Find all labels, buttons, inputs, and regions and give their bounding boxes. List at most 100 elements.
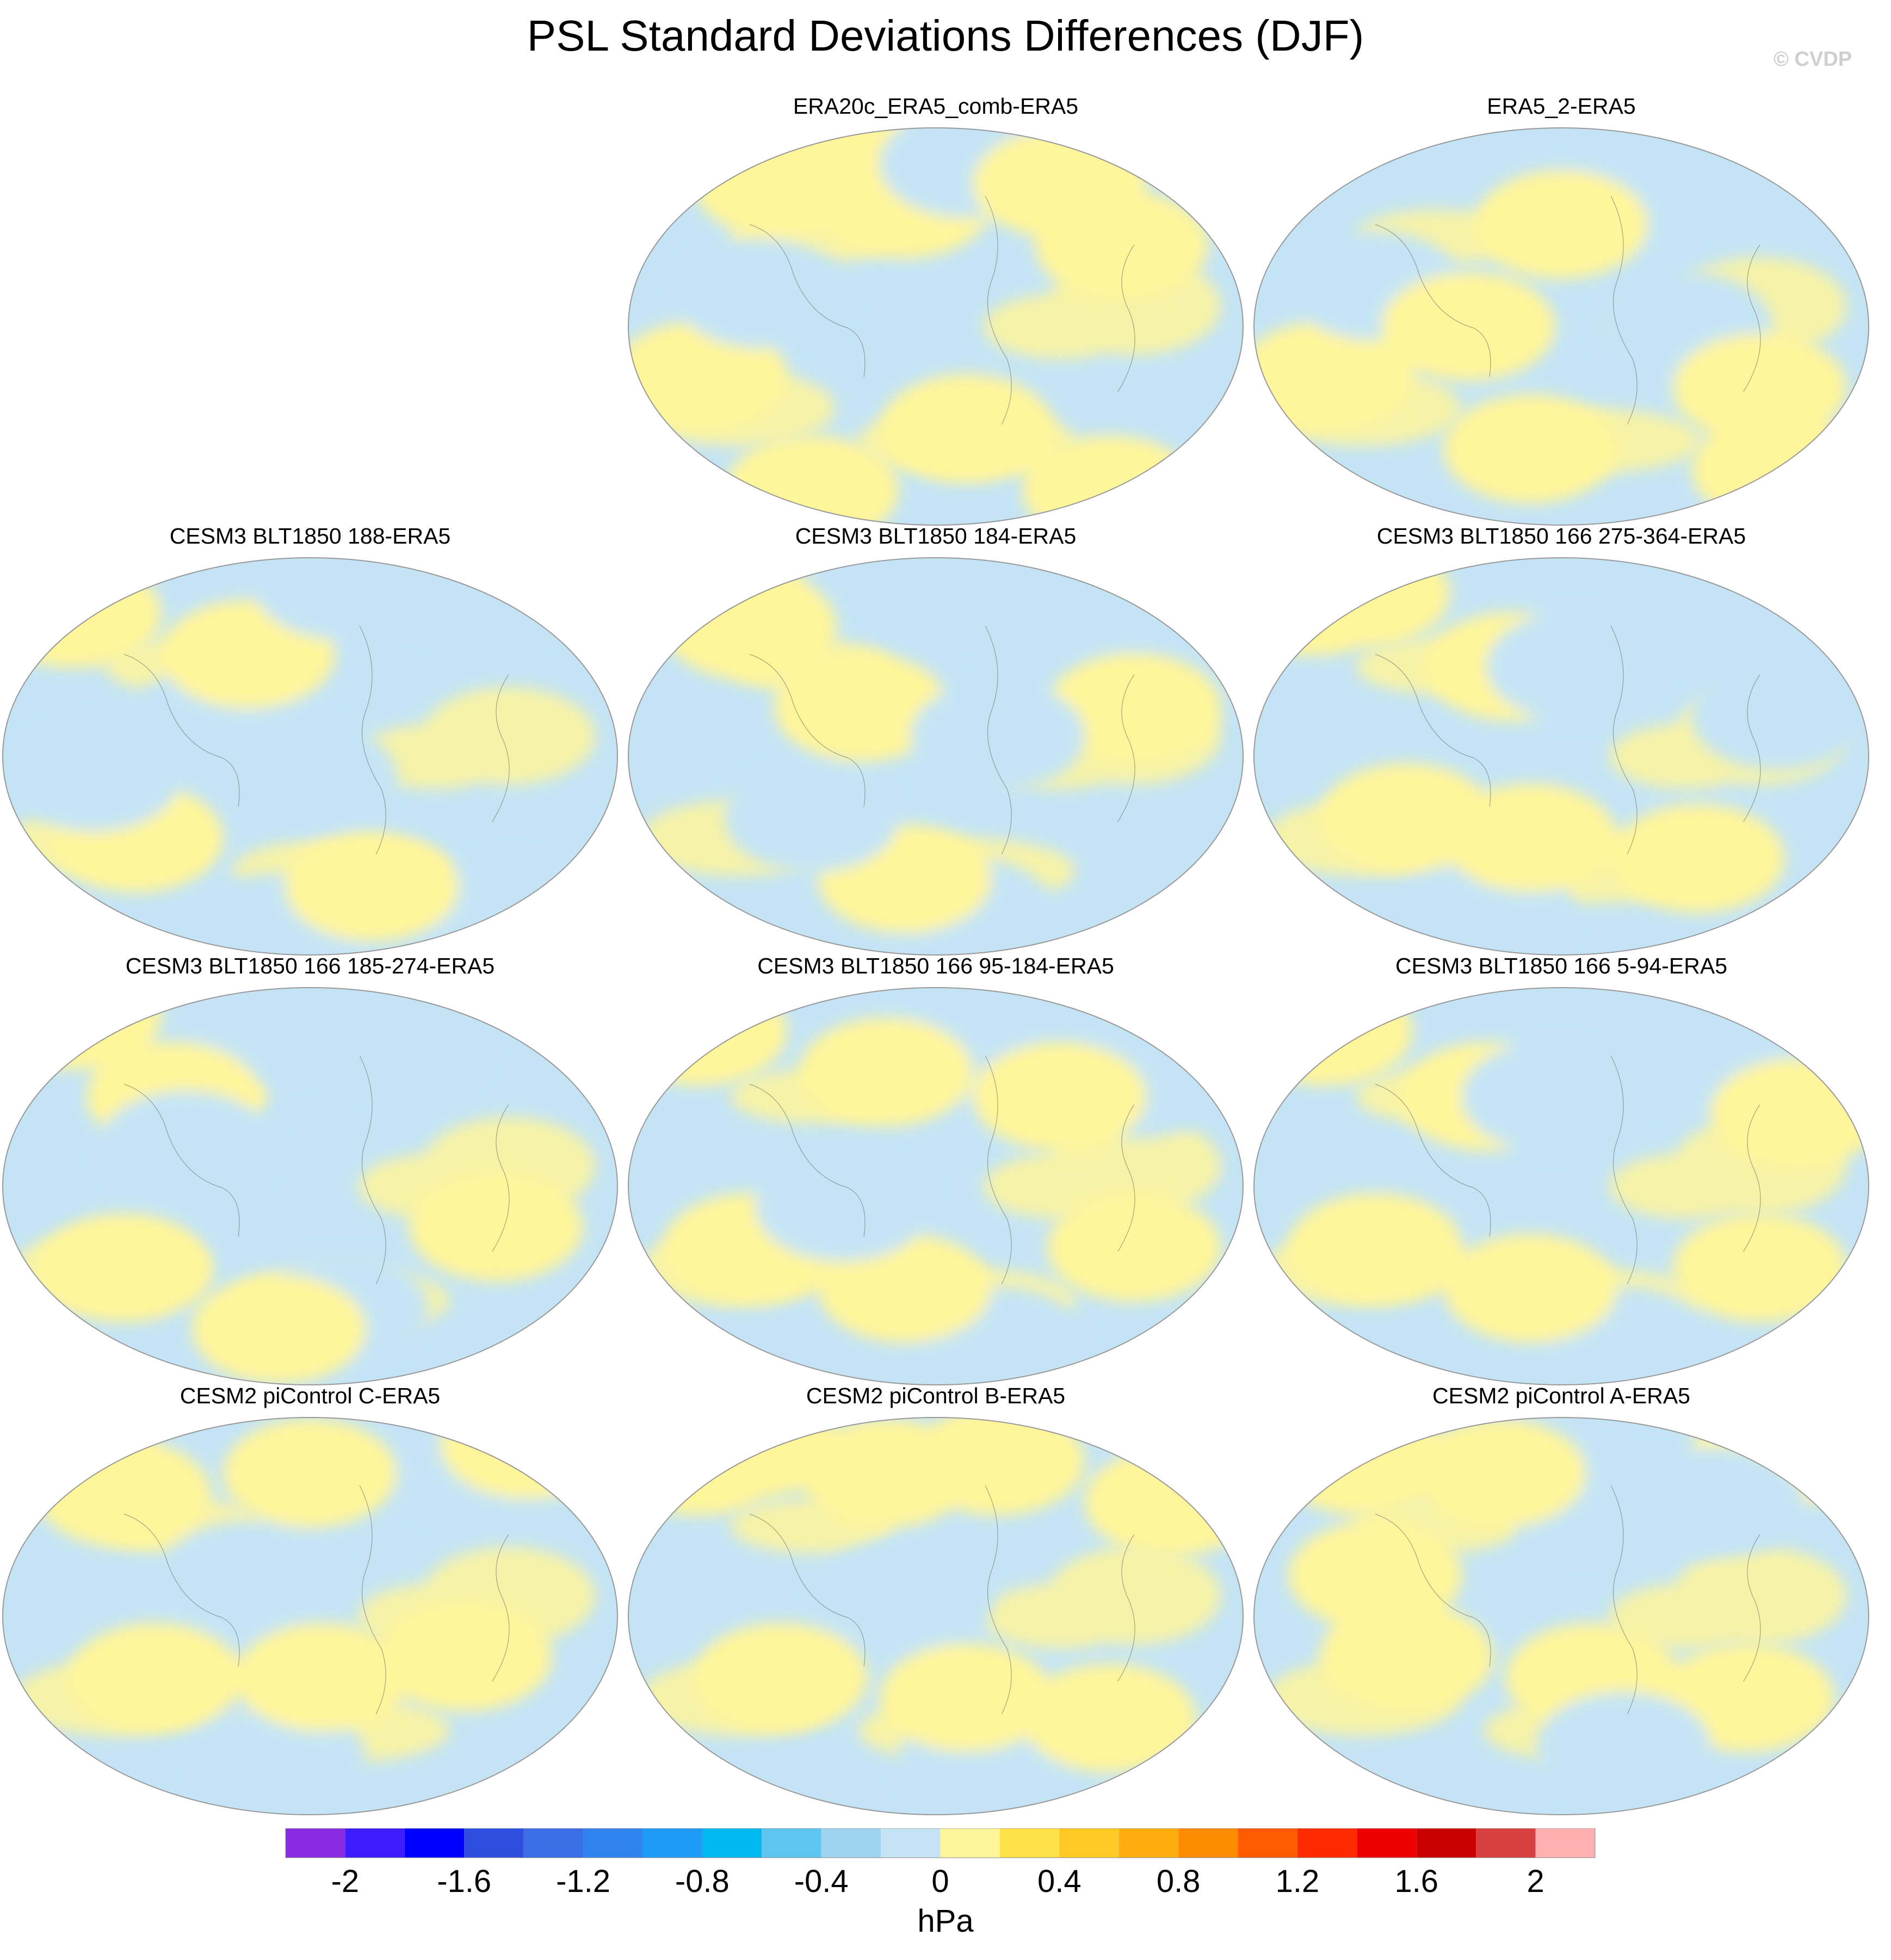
anomaly-contour — [628, 321, 787, 430]
anomaly-contour — [161, 1521, 335, 1630]
anomaly-contour — [1288, 1521, 1462, 1630]
map-panel: CESM2 piControl B-ERA5 — [626, 1382, 1246, 1820]
coastline — [1610, 625, 1637, 855]
anomaly-contour — [774, 653, 949, 762]
anomaly-contour — [1022, 1663, 1197, 1773]
anomaly-contour — [39, 993, 109, 1037]
coastline — [1375, 224, 1491, 377]
colorbar-swatch — [762, 1828, 821, 1858]
anomaly-contour — [285, 833, 459, 941]
coastline — [123, 654, 240, 807]
coastline — [123, 1083, 240, 1237]
panel-title: CESM3 BLT1850 166 185-274-ERA5 — [125, 953, 495, 978]
anomaly-contour — [1629, 1447, 1803, 1556]
anomaly-contour — [6, 722, 180, 831]
anomaly-contour — [818, 1541, 992, 1650]
anomaly-contour — [1278, 580, 1348, 623]
anomaly-contour — [37, 1439, 211, 1548]
anomaly-contour — [973, 129, 1147, 238]
anomaly-contour — [1648, 559, 1822, 668]
coastline — [359, 1485, 386, 1715]
anomaly-contour — [1443, 1234, 1617, 1343]
anomaly-contour — [1474, 170, 1648, 279]
coastline — [1375, 1513, 1491, 1667]
coastline — [1117, 674, 1135, 822]
anomaly-contour — [1047, 1193, 1221, 1302]
anomaly-contour — [1443, 784, 1617, 892]
anomaly-contour — [675, 239, 849, 348]
panel-title: CESM2 piControl A-ERA5 — [1432, 1383, 1690, 1408]
coastline — [492, 1104, 510, 1252]
robinson-map — [1253, 1417, 1870, 1815]
field-band — [984, 1583, 1136, 1649]
coastline — [985, 195, 1012, 425]
map-panel: ERA20c_ERA5_comb-ERA5 — [626, 93, 1246, 531]
anomaly-contour — [1486, 612, 1661, 721]
panel-title: CESM3 BLT1850 188-ERA5 — [169, 523, 451, 548]
anomaly-contour — [235, 1623, 410, 1732]
robinson-map — [2, 1417, 619, 1815]
anomaly-contour — [1691, 661, 1865, 770]
anomaly-contour — [223, 722, 397, 831]
coastline — [359, 1055, 386, 1285]
colorbar-swatch — [940, 1828, 1000, 1858]
colorbar-tick-label: -0.8 — [675, 1864, 730, 1899]
colorbar-swatch — [881, 1828, 941, 1858]
anomaly-contour — [1610, 804, 1785, 913]
robinson-map — [2, 557, 619, 956]
panel-title: CESM3 BLT1850 166 275-364-ERA5 — [1376, 523, 1746, 548]
coastline — [1610, 195, 1637, 425]
coastline — [492, 1534, 510, 1682]
anomaly-contour — [1691, 415, 1865, 524]
anomaly-contour — [1319, 1602, 1493, 1711]
anomaly-contour — [254, 558, 428, 639]
field-band — [1609, 1583, 1762, 1649]
coastline — [749, 1083, 866, 1237]
colorbar-swatch — [821, 1828, 881, 1858]
coastline — [749, 224, 866, 377]
anomaly-contour — [880, 374, 1054, 483]
panel-title: CESM3 BLT1850 184-ERA5 — [795, 523, 1077, 548]
colorbar-tick-label: -1.6 — [437, 1864, 491, 1899]
cvdp-credit: © CVDP — [1773, 48, 1852, 71]
anomaly-contour — [818, 1234, 992, 1343]
map-panel: CESM2 piControl A-ERA5 — [1251, 1382, 1871, 1820]
colorbar-swatch — [1178, 1828, 1238, 1858]
colorbar-swatch — [1297, 1828, 1357, 1858]
map-outline — [627, 1417, 1244, 1815]
field-band — [984, 294, 1136, 359]
colorbar-swatch — [1535, 1828, 1595, 1858]
anomaly-contour — [1462, 1042, 1636, 1151]
anomaly-contour — [1536, 1692, 1710, 1801]
anomaly-contour — [1672, 333, 1847, 442]
map-outline — [627, 557, 1244, 956]
colorbar-title: hPa — [917, 1903, 974, 1939]
map-panel: CESM3 BLT1850 184-ERA5 — [626, 522, 1246, 960]
colorbar-swatch — [642, 1828, 702, 1858]
map-outline — [2, 1417, 619, 1815]
coastline — [1117, 1104, 1135, 1252]
anomaly-contour — [1412, 1419, 1586, 1528]
robinson-map — [1253, 987, 1870, 1385]
map-panel: ERA5_2-ERA5 — [1251, 93, 1871, 531]
colorbar-tick-label: -0.4 — [794, 1864, 849, 1899]
robinson-map — [627, 987, 1244, 1385]
anomaly-contour — [192, 1704, 366, 1814]
map-outline — [627, 127, 1244, 526]
anomaly-contour — [694, 1623, 868, 1732]
map-outline — [2, 557, 619, 956]
robinson-map — [2, 987, 619, 1385]
colorbar-swatch — [286, 1828, 345, 1858]
robinson-map — [627, 127, 1244, 526]
colorbar-swatch — [1118, 1828, 1179, 1858]
map-panel: CESM3 BLT1850 166 185-274-ERA5 — [0, 952, 620, 1390]
colorbar-swatch — [1416, 1828, 1476, 1858]
panel-title: CESM3 BLT1850 166 95-184-ERA5 — [757, 953, 1114, 978]
coastline — [1610, 1485, 1637, 1715]
coastline — [1743, 1104, 1761, 1252]
anomaly-contour — [694, 129, 868, 238]
field-band — [1609, 1154, 1762, 1219]
coastline — [1743, 674, 1761, 822]
colorbar-swatch — [583, 1828, 643, 1858]
anomaly-contour — [378, 1602, 552, 1711]
